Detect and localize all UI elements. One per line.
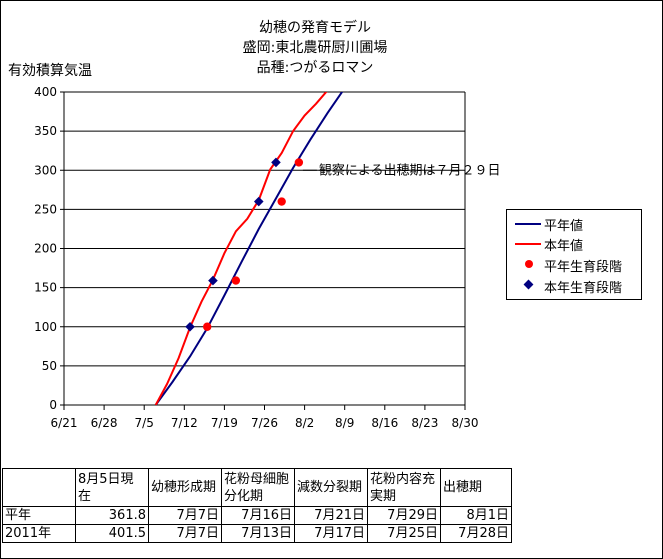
- x-tick-label: 7/5: [135, 416, 154, 430]
- table-header-cell: 花粉内容充実期: [367, 468, 441, 507]
- table-row-label: 平年: [2, 506, 76, 525]
- data-point-2: [231, 276, 241, 285]
- table-header-row: 8月5日現在 幼穂形成期 花粉母細胞分化期 減数分裂期 花粉内容充実期 出穂期: [2, 468, 512, 507]
- table-cell: 7月29日: [367, 506, 441, 525]
- data-point-2: [277, 197, 286, 206]
- table-cell: 7月13日: [221, 524, 295, 543]
- legend-swatch-heiren: [515, 223, 541, 225]
- table-row-label: 2011年: [2, 524, 76, 543]
- x-tick-label: 6/21: [51, 416, 78, 430]
- legend-item-honnen: 本年値: [507, 233, 641, 254]
- x-tick-label: 7/26: [251, 416, 278, 430]
- table-header-cell: 花粉母細胞分化期: [221, 468, 295, 507]
- legend-label-honnen: 本年値: [544, 239, 584, 254]
- legend: 平年値 本年値 平年生育段階 本年生育段階: [506, 209, 642, 300]
- x-tick-label: 8/23: [411, 416, 438, 430]
- table-cell: 7月21日: [294, 506, 368, 525]
- legend-label-honnen-stage: 本年生育段階: [544, 281, 623, 296]
- data-point-3: [271, 157, 281, 168]
- chart-title-line-3: 品種:つがるロマン: [256, 60, 374, 76]
- table-header-cell: [2, 468, 76, 507]
- x-tick-label: 8/30: [452, 416, 479, 430]
- x-tick-label: 8/16: [371, 416, 398, 430]
- y-tick-label: 0: [49, 398, 57, 412]
- y-tick-label: 350: [34, 124, 57, 138]
- chart-svg: 0 50 100 150 200 250 300 350 400 6/21 6/28 7/5 7/12 7…: [34, 85, 501, 430]
- table-header-cell: 出穂期: [440, 468, 512, 507]
- y-axis-label: 有効積算気温: [8, 63, 92, 79]
- data-point-3: [185, 321, 195, 332]
- x-tick-label: 8/2: [295, 416, 314, 430]
- x-tick-label: 7/12: [171, 416, 198, 430]
- table-cell: 7月16日: [221, 506, 295, 525]
- x-tick-label: 7/19: [211, 416, 238, 430]
- data-point-2: [203, 322, 212, 331]
- table-row: 2011年 401.5 7月7日 7月13日 7月17日 7月25日 7月28日: [2, 524, 512, 543]
- table-header-cell: 減数分裂期: [294, 468, 368, 507]
- table-cell: 401.5: [75, 524, 149, 543]
- y-tick-label: 300: [34, 163, 57, 177]
- y-tick-label: 200: [34, 242, 57, 256]
- stage-table: 8月5日現在 幼穂形成期 花粉母細胞分化期 減数分裂期 花粉内容充実期 出穂期 …: [2, 468, 512, 543]
- table-cell: 7月7日: [148, 524, 222, 543]
- legend-label-heiren: 平年値: [544, 219, 584, 234]
- table-cell: 7月17日: [294, 524, 368, 543]
- data-point-2: [294, 158, 304, 167]
- legend-item-honnen-stage: 本年生育段階: [507, 275, 641, 296]
- y-tick-label: 50: [42, 359, 57, 373]
- table-header-cell: 幼穂形成期: [148, 468, 222, 507]
- table-cell: 361.8: [75, 506, 149, 525]
- series-line-1: [154, 92, 328, 405]
- annotation-text: 観察による出穂期は７月２９日: [319, 163, 501, 178]
- legend-label-heiren-stage: 平年生育段階: [544, 260, 623, 275]
- series-line-0: [154, 92, 344, 405]
- y-tick-label: 400: [34, 85, 57, 99]
- legend-swatch-honnen: [515, 243, 541, 245]
- chart-title-line-2: 盛岡:東北農研厨川圃場: [242, 40, 388, 56]
- legend-item-heiren: 平年値: [507, 213, 641, 234]
- x-tick-label: 8/9: [335, 416, 354, 430]
- table-cell: 7月25日: [367, 524, 441, 543]
- y-tick-label: 150: [34, 281, 57, 295]
- table-row: 平年 361.8 7月7日 7月16日 7月21日 7月29日 8月1日: [2, 506, 512, 525]
- table-cell: 8月1日: [440, 506, 512, 525]
- data-point-3: [253, 196, 264, 207]
- table-cell: 7月7日: [148, 506, 222, 525]
- table-cell: 7月28日: [440, 524, 512, 543]
- legend-swatch-heiren-stage: [525, 260, 533, 268]
- legend-swatch-honnen-stage: [523, 279, 534, 290]
- y-tick-label: 100: [34, 320, 57, 334]
- table-header-cell: 8月5日現在: [75, 468, 149, 507]
- legend-item-heiren-stage: 平年生育段階: [507, 254, 641, 275]
- y-tick-label: 250: [34, 202, 57, 216]
- chart-title-line-1: 幼穂の発育モデル: [259, 20, 371, 36]
- data-point-3: [208, 275, 218, 286]
- x-tick-label: 6/28: [91, 416, 118, 430]
